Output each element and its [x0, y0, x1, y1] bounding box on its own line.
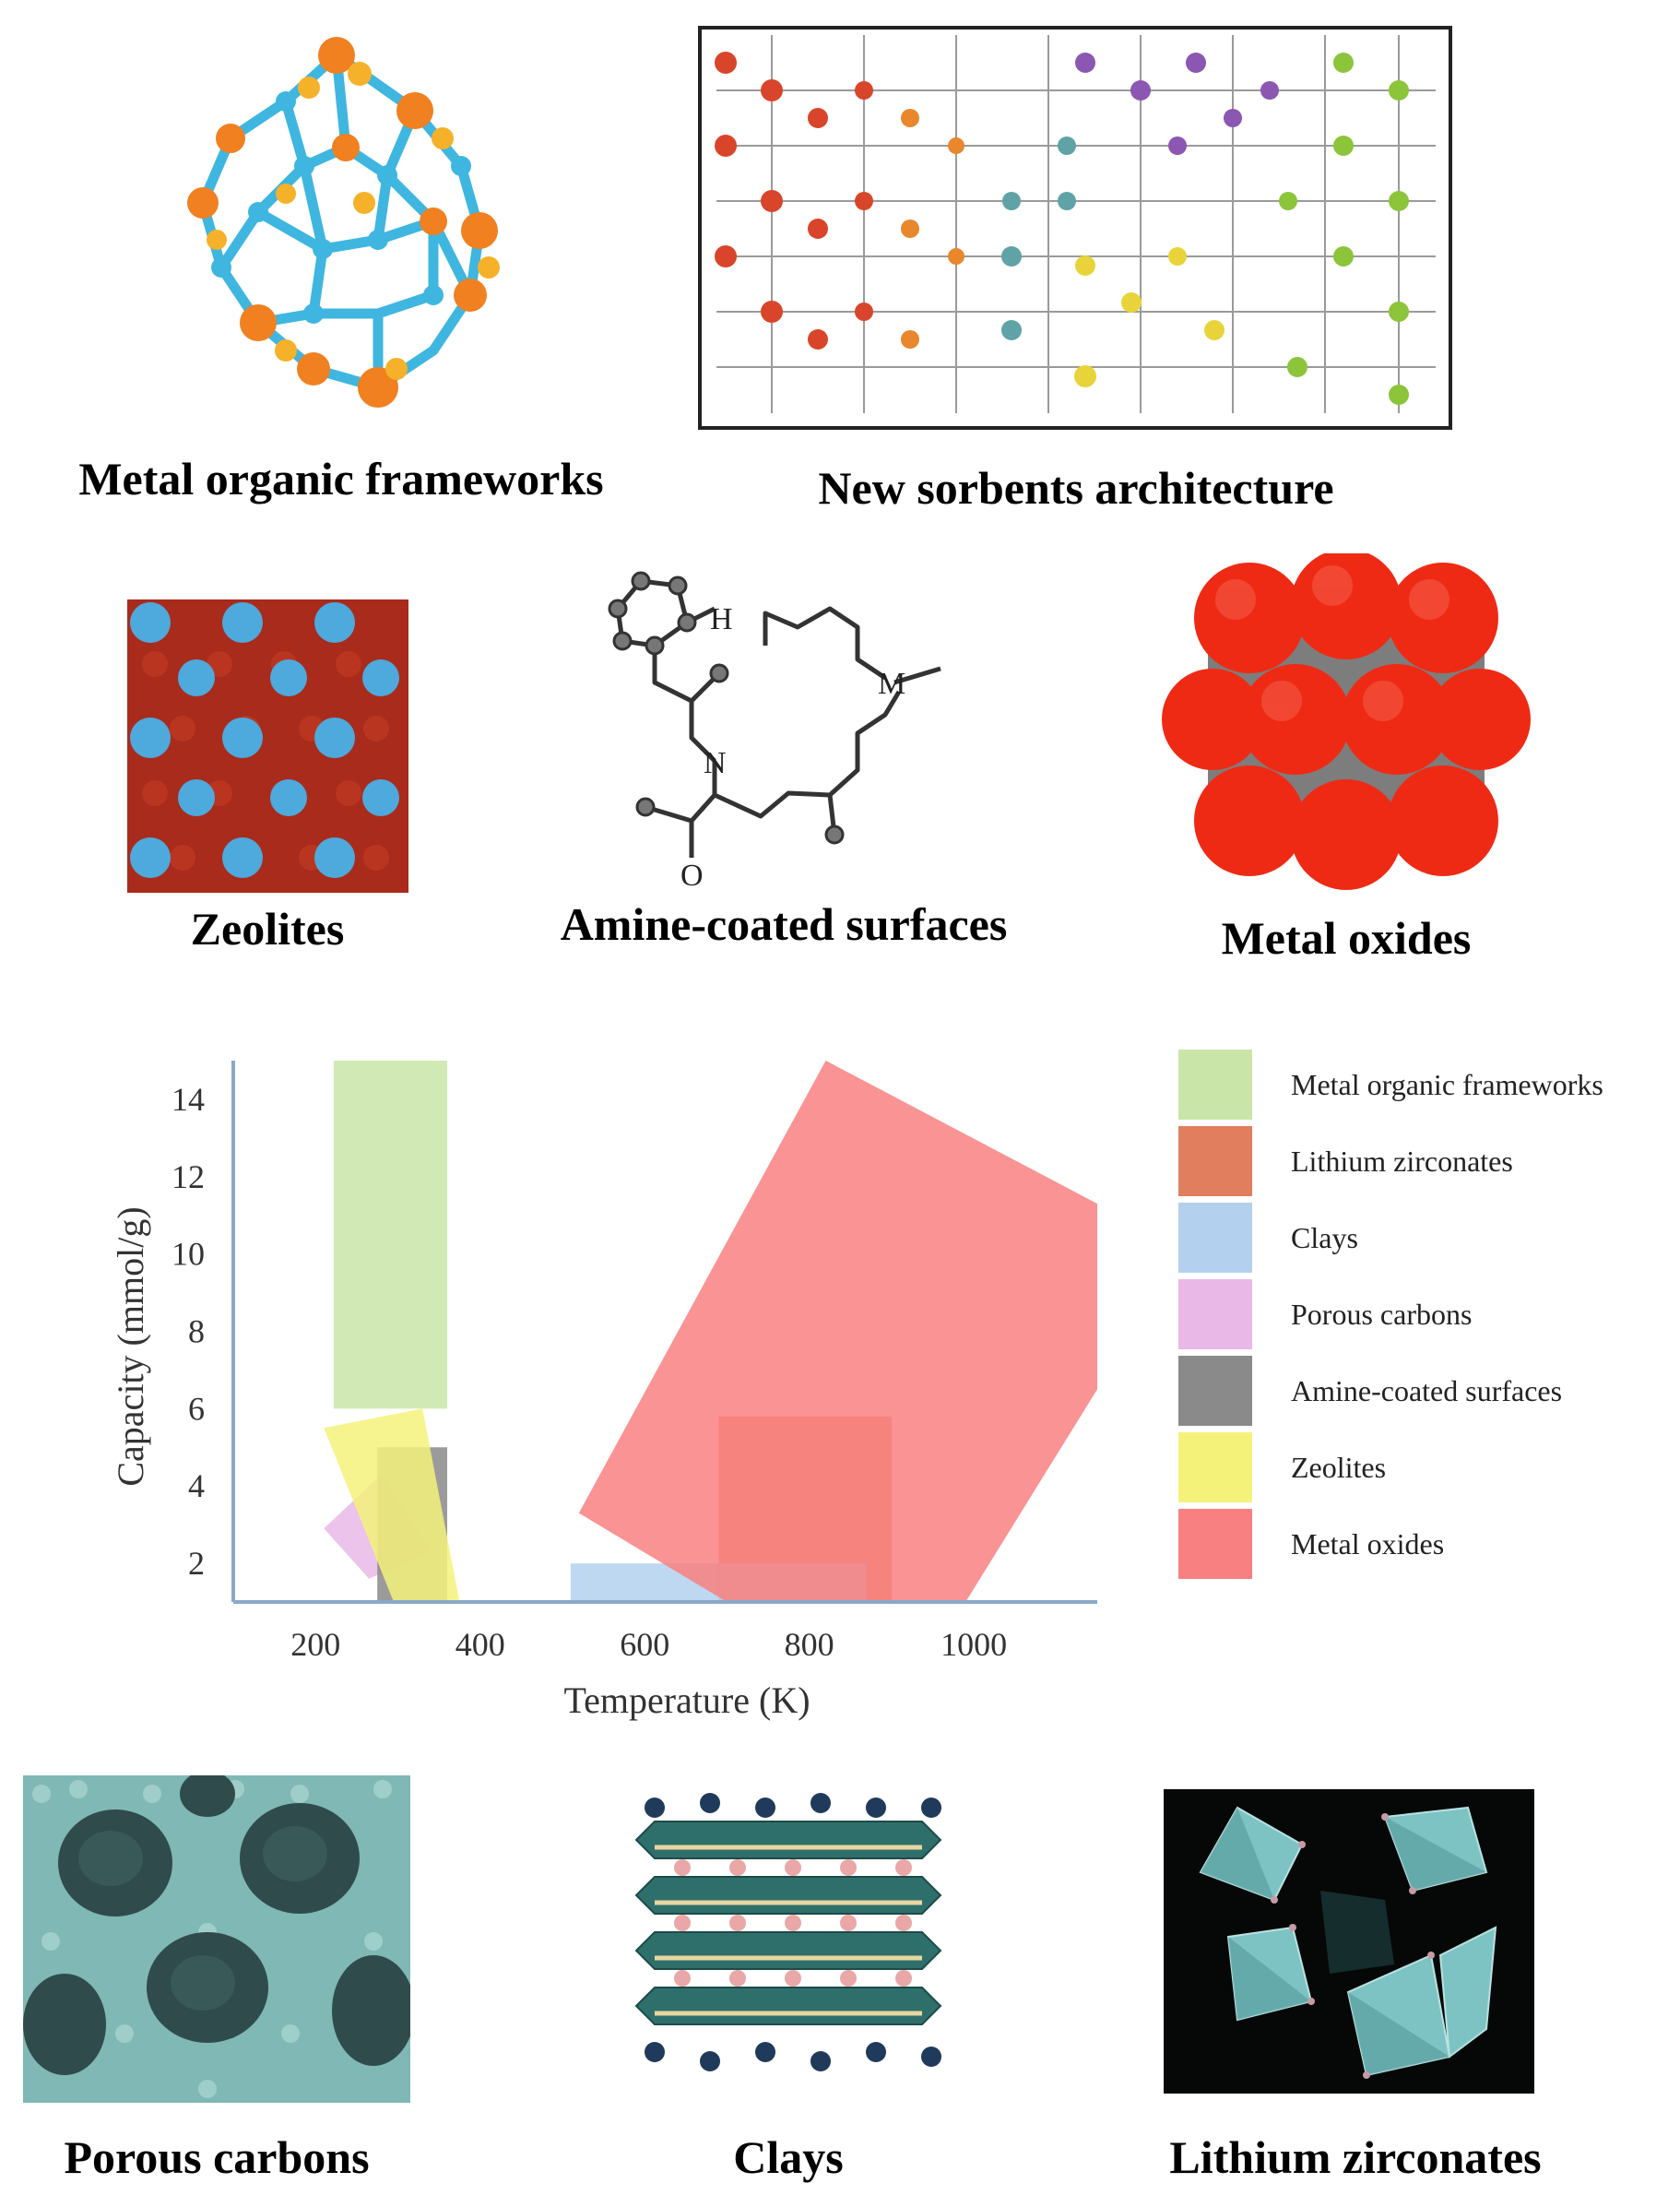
- lithium-zirconates-illustration: [1164, 1789, 1534, 2094]
- legend-swatch: [1178, 1126, 1252, 1196]
- amine-coated-surfaces-molecule: H N M O: [608, 571, 941, 893]
- area-zeolites: [324, 1408, 460, 1602]
- new-sorbents-architecture-illustration: [698, 26, 1452, 430]
- molecule-atom-h: H: [710, 602, 733, 636]
- porous-carbons-illustration: [23, 1775, 410, 2103]
- caption-zeolites: Zeolites: [190, 903, 345, 955]
- zeolites-illustration: [127, 599, 408, 893]
- legend-swatch: [1178, 1279, 1252, 1349]
- y-tick-label: 14: [172, 1081, 205, 1118]
- legend-label: Amine-coated surfaces: [1291, 1374, 1563, 1407]
- legend-label: Metal oxides: [1291, 1527, 1445, 1560]
- legend-label: Metal organic frameworks: [1291, 1068, 1603, 1101]
- x-tick-label: 600: [620, 1626, 669, 1663]
- caption-lithium-zirconates: Lithium zirconates: [1169, 2131, 1542, 2183]
- legend-swatch: [1178, 1432, 1252, 1502]
- y-tick-label: 12: [172, 1158, 205, 1195]
- legend-swatch: [1178, 1203, 1252, 1273]
- y-tick-label: 6: [188, 1390, 205, 1427]
- y-tick-label: 4: [188, 1467, 205, 1504]
- caption-amine-coated-surfaces: Amine-coated surfaces: [560, 898, 1008, 950]
- y-axis-label: Capacity (mmol/g): [110, 1206, 151, 1486]
- molecule-atom-n: N: [704, 746, 727, 780]
- area-metal-oxides: [578, 1061, 1097, 1602]
- x-axis-label: Temperature (K): [563, 1679, 810, 1721]
- x-tick-label: 200: [290, 1626, 340, 1663]
- caption-metal-organic-frameworks: Metal organic frameworks: [78, 453, 604, 504]
- x-tick-label: 400: [455, 1626, 505, 1663]
- y-tick-label: 10: [172, 1236, 205, 1273]
- caption-clays: Clays: [733, 2131, 844, 2183]
- legend-swatch: [1178, 1050, 1252, 1120]
- y-tick-label: 8: [188, 1313, 205, 1350]
- legend-swatch: [1178, 1356, 1252, 1426]
- legend-label: Lithium zirconates: [1291, 1145, 1513, 1178]
- caption-new-sorbents-architecture: New sorbents architecture: [818, 462, 1334, 514]
- y-tick-label: 2: [188, 1545, 205, 1582]
- metal-organic-frameworks-illustration: [187, 37, 500, 408]
- molecule-atom-o: O: [680, 859, 704, 893]
- caption-porous-carbons: Porous carbons: [64, 2131, 370, 2183]
- legend-label: Porous carbons: [1291, 1298, 1473, 1331]
- chart-legend: Metal organic frameworks Lithium zirconat…: [1178, 1050, 1676, 1594]
- area-metal-organic-frameworks: [333, 1061, 447, 1409]
- legend-label: Zeolites: [1291, 1451, 1387, 1484]
- legend-label: Clays: [1291, 1221, 1358, 1254]
- x-tick-label: 800: [785, 1626, 834, 1663]
- x-tick-label: 1000: [941, 1626, 1007, 1663]
- metal-oxides-illustration: [1162, 553, 1531, 890]
- clays-illustration: [634, 1793, 942, 2071]
- molecule-atom-m: M: [878, 667, 905, 701]
- capacity-temperature-chart: 200 400 600 800 1000 2 4 6 8 10 12 14 Temperature …: [110, 1061, 1097, 1721]
- caption-metal-oxides: Metal oxides: [1221, 912, 1472, 964]
- legend-swatch: [1178, 1509, 1252, 1579]
